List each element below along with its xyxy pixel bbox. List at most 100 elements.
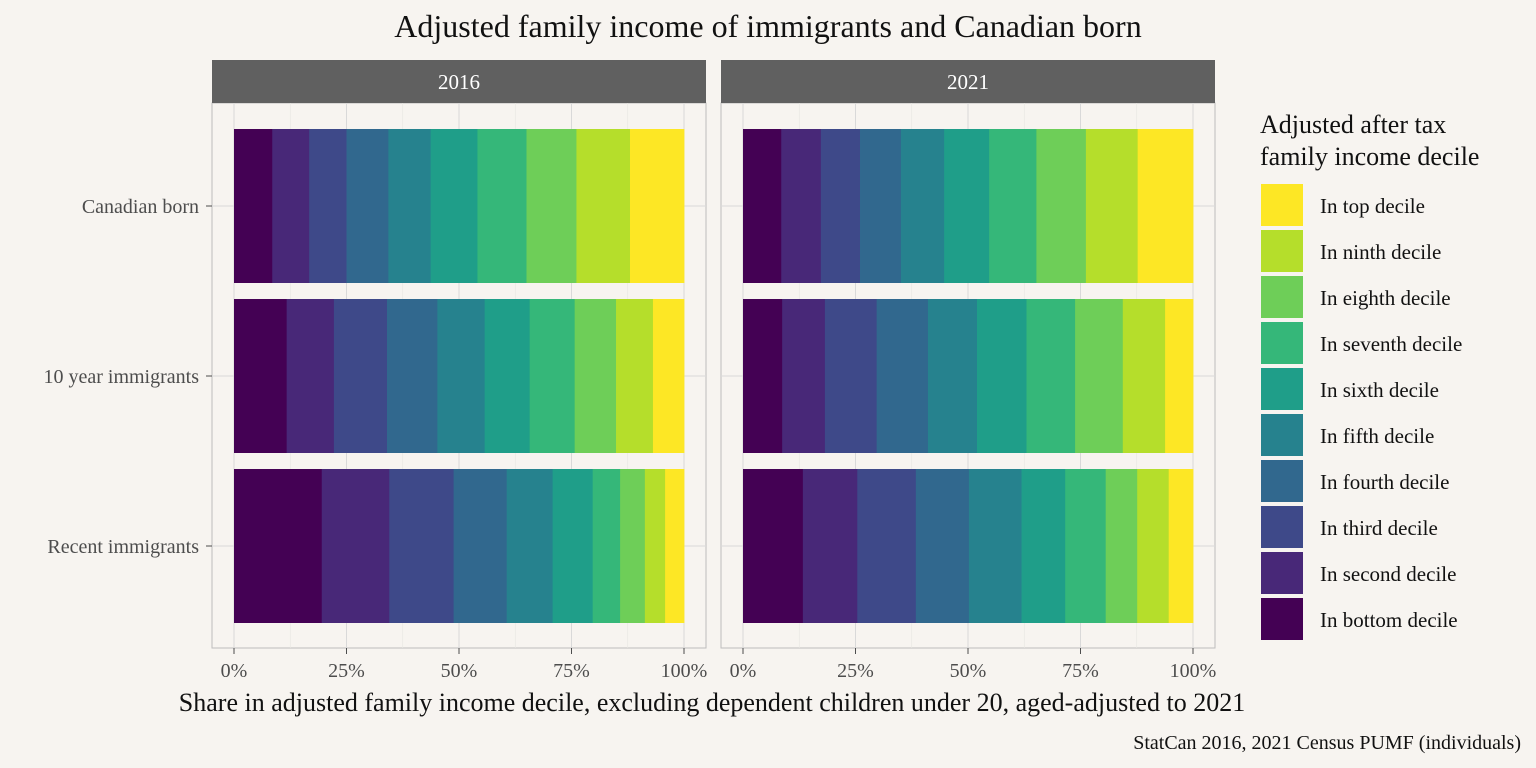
bar-segment-in-third-decile	[389, 469, 454, 623]
bar-segment-in-fifth-decile	[927, 299, 978, 453]
bar-segment-in-fifth-decile	[968, 469, 1022, 623]
bar-segment-in-bottom-decile	[234, 129, 273, 283]
chart-title: Adjusted family income of immigrants and…	[394, 8, 1141, 44]
x-tick-label: 25%	[328, 660, 365, 682]
bar-segment-in-fourth-decile	[860, 129, 902, 283]
bar-segment-in-second-decile	[782, 299, 826, 453]
bar-segment-in-third-decile	[820, 129, 861, 283]
bar-segment-in-fifth-decile	[437, 299, 486, 453]
legend-swatch-in-sixth-decile	[1261, 368, 1303, 410]
bar-segment-in-eighth-decile	[1075, 299, 1124, 453]
legend-swatch-in-top-decile	[1261, 184, 1303, 226]
bar-segment-in-sixth-decile	[430, 129, 478, 283]
bar-segment-in-seventh-decile	[529, 299, 576, 453]
facet-panel-2021: 2021 0% 25% 50% 75% 100%	[720, 60, 1216, 682]
legend-title-line: family income decile	[1260, 142, 1479, 171]
legend-label-in-third-decile: In third decile	[1320, 516, 1438, 540]
legend-label-in-seventh-decile: In seventh decile	[1320, 332, 1462, 356]
x-tick-label: 0%	[730, 660, 757, 682]
bar-stack-10-year-immigrants	[234, 299, 685, 453]
legend-swatch-in-ninth-decile	[1261, 230, 1303, 272]
bar-segment-in-seventh-decile	[989, 129, 1037, 283]
bar-segment-in-bottom-decile	[743, 299, 783, 453]
bar-segment-in-top-decile	[652, 299, 685, 453]
bar-segment-in-ninth-decile	[1122, 299, 1166, 453]
x-tick-label: 50%	[950, 660, 987, 682]
bar-segment-in-sixth-decile	[484, 299, 531, 453]
legend-swatch-in-second-decile	[1261, 552, 1303, 594]
bar-segment-in-ninth-decile	[644, 469, 666, 623]
bar-segment-in-sixth-decile	[944, 129, 990, 283]
bar-segment-in-second-decile	[802, 469, 858, 623]
bar-segment-in-bottom-decile	[743, 129, 782, 283]
bar-segment-in-top-decile	[1137, 129, 1194, 283]
bar-segment-in-top-decile	[630, 129, 685, 283]
y-axis: Canadian born 10 year immigrants Recent im…	[43, 196, 212, 558]
legend-swatch-in-seventh-decile	[1261, 322, 1303, 364]
legend: Adjusted after tax family income decile In…	[1260, 110, 1479, 640]
facet-strip	[721, 60, 1215, 103]
bar-segment-in-second-decile	[272, 129, 310, 283]
legend-label-in-ninth-decile: In ninth decile	[1320, 240, 1441, 264]
facet-strip-label: 2021	[947, 70, 989, 94]
facet-strip-label: 2016	[438, 70, 480, 94]
x-tick-label: 75%	[1062, 660, 1099, 682]
bar-segment-in-fifth-decile	[900, 129, 945, 283]
facet-strip	[212, 60, 706, 103]
bar-segment-in-bottom-decile	[234, 299, 288, 453]
bar-segment-in-fourth-decile	[876, 299, 929, 453]
bar-segment-in-seventh-decile	[477, 129, 527, 283]
legend-label-in-fourth-decile: In fourth decile	[1320, 470, 1449, 494]
bar-segment-in-top-decile	[1165, 299, 1194, 453]
bar-segment-in-second-decile	[781, 129, 822, 283]
bar-segment-in-eighth-decile	[620, 469, 646, 623]
bar-segment-in-seventh-decile	[592, 469, 621, 623]
bar-segment-in-ninth-decile	[616, 299, 654, 453]
legend-swatch-in-bottom-decile	[1261, 598, 1303, 640]
bar-segment-in-bottom-decile	[743, 469, 804, 623]
legend-label-in-fifth-decile: In fifth decile	[1320, 424, 1434, 448]
bar-stack-recent-immigrants	[743, 469, 1194, 623]
legend-swatch-in-fifth-decile	[1261, 414, 1303, 456]
bar-stack-canadian-born	[743, 129, 1194, 283]
legend-label-in-second-decile: In second decile	[1320, 562, 1456, 586]
bar-segment-in-fourth-decile	[453, 469, 508, 623]
x-tick-label: 25%	[837, 660, 874, 682]
x-tick-label: 75%	[553, 660, 590, 682]
bar-segment-in-sixth-decile	[552, 469, 594, 623]
bar-segment-in-third-decile	[824, 299, 878, 453]
bar-segment-in-ninth-decile	[576, 129, 631, 283]
legend-swatch-in-eighth-decile	[1261, 276, 1303, 318]
bar-segment-in-third-decile	[333, 299, 388, 453]
bar-segment-in-third-decile	[309, 129, 347, 283]
bar-segment-in-eighth-decile	[574, 299, 617, 453]
bar-segment-in-fourth-decile	[915, 469, 970, 623]
y-tick-label-canadian-born: Canadian born	[82, 196, 199, 218]
bar-segment-in-fifth-decile	[388, 129, 432, 283]
bar-segment-in-second-decile	[286, 299, 335, 453]
chart-caption: StatCan 2016, 2021 Census PUMF (individu…	[1133, 732, 1521, 754]
x-axis-label: Share in adjusted family income decile, …	[179, 688, 1245, 717]
bar-segment-in-top-decile	[1168, 469, 1194, 623]
facet-panel-2016: 2016 0% 25% 50% 75% 100%	[211, 60, 708, 682]
bar-segment-in-ninth-decile	[1137, 469, 1170, 623]
legend-swatch-in-fourth-decile	[1261, 460, 1303, 502]
y-tick-label-10-year-immigrants: 10 year immigrants	[43, 366, 199, 388]
bar-stack-recent-immigrants	[234, 469, 685, 623]
bar-segment-in-ninth-decile	[1085, 129, 1139, 283]
bar-segment-in-fifth-decile	[506, 469, 553, 623]
x-tick-label: 100%	[661, 660, 708, 682]
legend-label-in-top-decile: In top decile	[1320, 194, 1425, 218]
y-tick-label-recent-immigrants: Recent immigrants	[47, 536, 199, 558]
bar-segment-in-top-decile	[665, 469, 685, 623]
bar-segment-in-fourth-decile	[346, 129, 389, 283]
legend-label-in-eighth-decile: In eighth decile	[1320, 286, 1451, 310]
bar-segment-in-sixth-decile	[977, 299, 1027, 453]
bar-segment-in-bottom-decile	[234, 469, 323, 623]
bar-segment-in-eighth-decile	[1036, 129, 1087, 283]
bar-segment-in-eighth-decile	[526, 129, 577, 283]
bar-segment-in-fourth-decile	[387, 299, 438, 453]
bar-stack-canadian-born	[234, 129, 685, 283]
